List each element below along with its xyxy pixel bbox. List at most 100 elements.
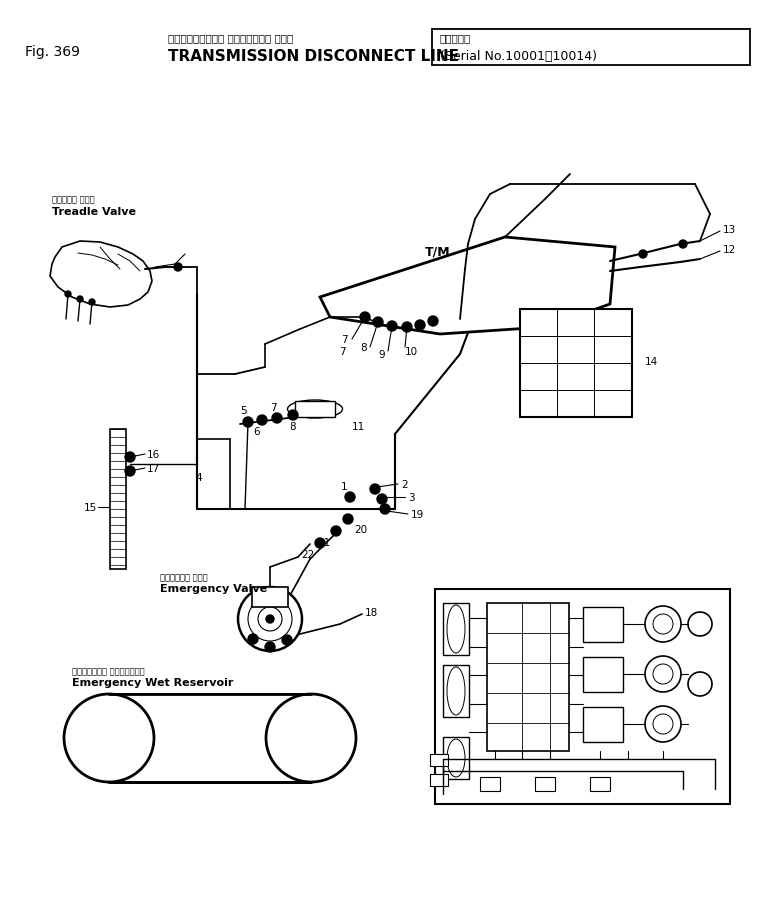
Text: エマジェンシ バルブ: エマジェンシ バルブ [160,573,208,582]
Text: 14: 14 [645,357,658,367]
Circle shape [639,251,647,259]
Circle shape [125,452,135,462]
Circle shape [272,414,282,424]
Text: Fig. 369: Fig. 369 [25,45,80,59]
Text: Emergency Valve: Emergency Valve [160,584,267,594]
Text: Treadle Valve: Treadle Valve [52,207,136,217]
Ellipse shape [447,606,465,653]
Ellipse shape [447,739,465,777]
Text: 21: 21 [317,538,330,548]
Text: 11: 11 [352,422,365,432]
Circle shape [248,597,292,641]
Bar [435,589,730,804]
Circle shape [360,312,370,323]
Bar [583,708,623,743]
Text: 7: 7 [342,335,348,345]
Text: 15: 15 [83,503,97,513]
Text: 19: 19 [411,509,424,519]
Bar [590,777,610,791]
Circle shape [688,612,712,636]
Text: （適用号機: （適用号機 [440,33,471,43]
Text: 1: 1 [341,482,348,492]
Text: 4: 4 [195,472,202,482]
Ellipse shape [64,694,154,782]
Polygon shape [320,238,615,335]
Text: 8: 8 [290,422,296,432]
Circle shape [331,527,341,537]
Circle shape [377,494,387,505]
Circle shape [258,607,282,631]
Text: 18: 18 [365,607,378,618]
Text: 20: 20 [354,525,367,535]
Text: 9: 9 [379,349,385,359]
Circle shape [243,417,253,427]
Text: 7: 7 [339,346,345,357]
Bar [109,696,311,781]
Circle shape [645,706,681,743]
Circle shape [65,291,71,298]
Text: 3: 3 [408,493,414,503]
Text: 13: 13 [723,225,736,234]
Circle shape [653,614,673,634]
Circle shape [428,317,438,326]
Text: エマンジェンシ ウエットノサー: エマンジェンシ ウエットノサー [72,667,145,675]
Text: 12: 12 [723,244,736,255]
Text: TRANSMISSION DISCONNECT LINE: TRANSMISSION DISCONNECT LINE [168,49,459,63]
Ellipse shape [266,694,356,782]
Ellipse shape [288,401,342,418]
Bar [583,607,623,642]
Bar [443,737,469,779]
Circle shape [645,607,681,642]
Text: トランスミッション ディスコネクト ライン: トランスミッション ディスコネクト ライン [168,33,293,43]
Circle shape [645,656,681,692]
Text: T/M: T/M [425,245,451,258]
Polygon shape [50,242,152,308]
Circle shape [345,493,355,503]
Text: 8: 8 [361,343,367,353]
Text: 2: 2 [401,480,408,490]
Bar [295,402,335,417]
Bar [487,604,569,751]
Text: 17: 17 [147,463,160,473]
Text: 6: 6 [254,426,260,437]
Circle shape [266,616,274,623]
Circle shape [174,264,182,272]
Circle shape [402,323,412,333]
Circle shape [248,634,258,644]
Bar [535,777,555,791]
Bar [430,774,448,786]
Bar [443,665,469,717]
Circle shape [125,467,135,476]
Text: 7: 7 [269,403,276,413]
Circle shape [370,484,380,494]
Bar [480,777,500,791]
Text: (Serial No.10001～10014): (Serial No.10001～10014) [440,50,597,62]
Circle shape [688,673,712,697]
Bar [520,310,632,417]
Circle shape [653,714,673,734]
Text: 22: 22 [301,550,314,560]
Bar [252,587,288,607]
Text: トレッドル バルブ: トレッドル バルブ [52,196,95,204]
Circle shape [315,539,325,549]
Bar [110,429,126,570]
Circle shape [265,642,275,652]
Circle shape [373,318,383,328]
Circle shape [380,505,390,515]
Circle shape [679,241,687,249]
Ellipse shape [447,667,465,715]
Bar [443,604,469,655]
Text: 5: 5 [240,405,247,415]
Circle shape [77,297,83,302]
Circle shape [89,300,95,306]
Circle shape [415,321,425,331]
Circle shape [282,635,292,645]
Circle shape [343,515,353,525]
Circle shape [387,322,397,332]
Bar [583,657,623,692]
Circle shape [653,664,673,685]
Text: 10: 10 [405,346,418,357]
Circle shape [257,415,267,425]
Text: 16: 16 [147,449,160,460]
Text: Emergency Wet Reservoir: Emergency Wet Reservoir [72,677,233,687]
